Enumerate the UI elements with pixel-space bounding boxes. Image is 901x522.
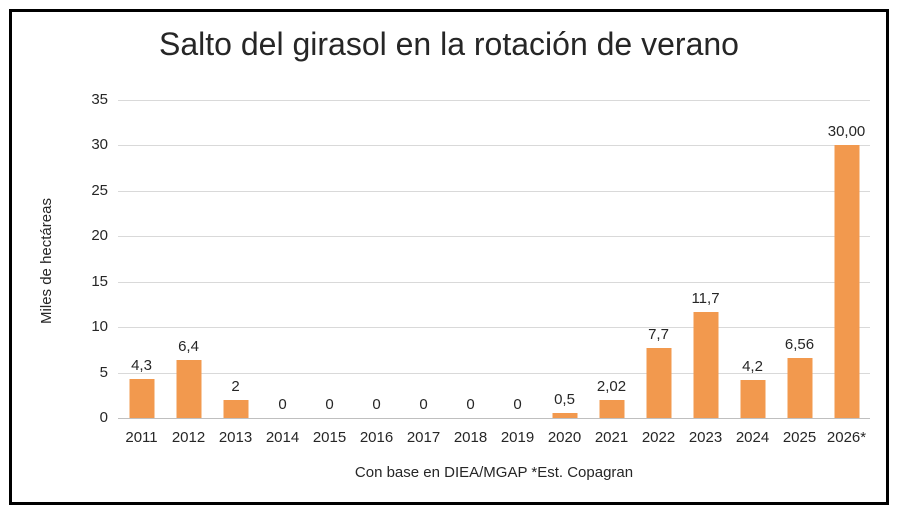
y-tick-label: 30 [91,136,108,154]
bar [646,348,671,418]
x-tick-label: 2022 [641,429,676,446]
bar-slot: 30,00 [823,100,870,418]
x-tick-label: 2014 [265,429,300,446]
bar [552,413,577,418]
x-tick-label: 2012 [171,429,206,446]
bar [223,399,248,418]
gridline [118,145,870,147]
y-tick-label: 5 [99,363,108,381]
bar [834,145,859,418]
bar-value-label: 0,5 [554,391,575,409]
plot-area: 4,3 6,4 2 0 0 0 0 0 0 0,5 2,02 7,7 11,7 4,2 6,56 30,00 [118,100,870,419]
bar-value-label: 30,00 [827,123,866,141]
x-tick-label: 2013 [218,429,253,446]
bar-slot: 4,2 [729,100,776,418]
bar-slot: 6,4 [165,100,212,418]
gridline [118,100,870,101]
bar-value-label: 0 [325,396,334,413]
x-axis-tick-labels: 2011 2012 2013 2014 2015 2016 2017 2018 2019 2020… [118,429,870,446]
x-tick-label: 2026* [826,429,867,446]
x-tick-label: 2025 [782,429,817,446]
gridline [118,281,870,283]
bar-value-label: 0 [513,396,522,413]
y-tick-label: 0 [99,409,108,426]
bar [740,379,765,418]
gridline [118,418,870,419]
bar-slot: 6,56 [776,100,823,418]
gridline [118,372,870,374]
bar-value-label: 4,2 [742,357,763,375]
bar-slot: 0,5 [541,100,588,418]
bar-value-label: 7,7 [648,326,669,344]
x-tick-label: 2011 [125,429,158,446]
x-tick-label: 2019 [500,429,535,446]
bar-value-label: 0 [278,396,287,413]
bar-slot: 11,7 [682,100,729,418]
bar [176,359,201,418]
x-tick-label: 2024 [735,429,770,446]
y-tick-label: 10 [91,318,108,336]
bar-slot: 2,02 [588,100,635,418]
x-axis-caption: Con base en DIEA/MGAP *Est. Copagran [354,464,634,481]
chart-frame: Salto del girasol en la rotación de vera… [9,9,889,505]
bar-value-label: 2 [231,377,240,395]
bar [599,399,624,418]
x-tick-label: 2021 [594,429,629,446]
bar-value-label: 6,4 [178,337,199,355]
gridline [118,190,870,192]
bar-value-label: 2,02 [596,377,627,395]
bar-slot: 0 [259,100,306,418]
bar-value-label: 0 [419,396,428,413]
bar [693,311,718,418]
bar-slot: 0 [353,100,400,418]
x-tick-label: 2015 [312,429,347,446]
y-axis-tick-labels: 0 5 10 15 20 25 30 35 [56,91,108,426]
chart-title: Salto del girasol en la rotación de vera… [159,26,739,62]
x-tick-label: 2016 [359,429,394,446]
bar-value-label: 4,3 [131,356,152,374]
bar [787,358,812,418]
bar [129,378,154,418]
y-tick-label: 25 [91,181,108,199]
bar-slot: 0 [400,100,447,418]
gridline [118,327,870,329]
bar-slot: 2 [212,100,259,418]
bar-slot: 0 [494,100,541,418]
bar-value-label: 0 [372,396,381,413]
gridline [118,236,870,238]
bar-slot: 0 [306,100,353,418]
y-tick-label: 20 [91,227,108,245]
bar-slot: 0 [447,100,494,418]
bar-value-label: 11,7 [691,289,720,307]
bar-slot: 4,3 [118,100,165,418]
bar-slot: 7,7 [635,100,682,418]
x-tick-label: 2018 [453,429,488,446]
y-axis-title: Miles de hectáreas [38,198,55,324]
x-tick-label: 2023 [688,429,723,446]
bar-series: 4,3 6,4 2 0 0 0 0 0 0 0,5 2,02 7,7 11,7 4,2 6,56 30,00 [118,100,870,418]
x-tick-label: 2017 [406,429,441,446]
y-tick-label: 35 [91,91,108,108]
bar-value-label: 0 [466,396,475,413]
y-tick-label: 15 [91,272,108,290]
bar-value-label: 6,56 [784,336,815,354]
x-tick-label: 2020 [547,429,582,446]
